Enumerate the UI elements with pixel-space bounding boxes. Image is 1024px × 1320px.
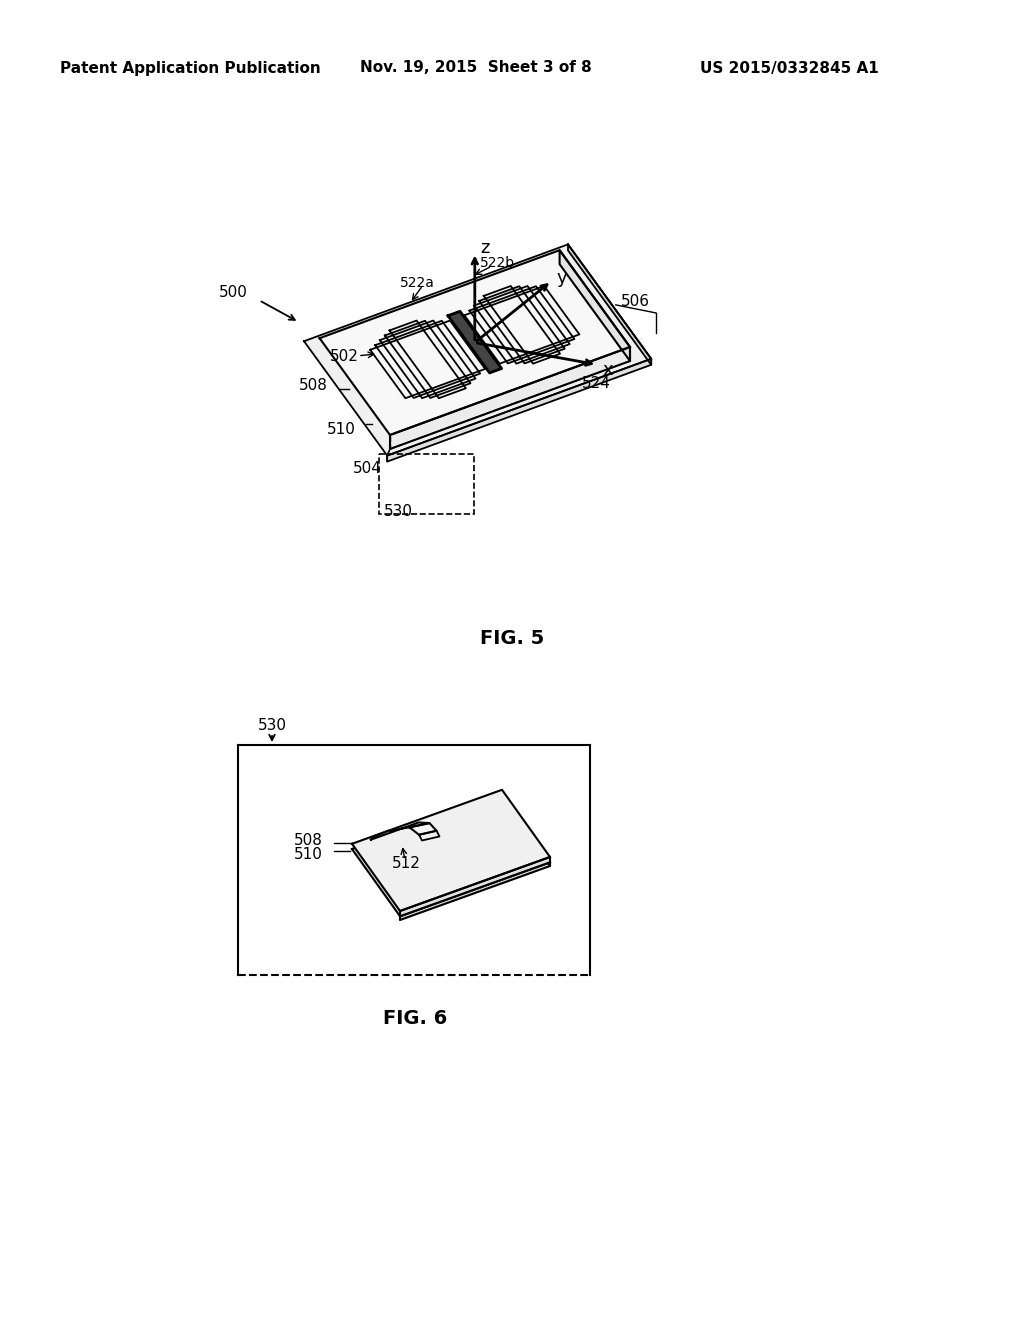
Text: FIG. 6: FIG. 6 xyxy=(383,1008,447,1027)
Polygon shape xyxy=(449,312,502,372)
Text: 508: 508 xyxy=(294,833,323,849)
Text: 504: 504 xyxy=(352,462,382,477)
Polygon shape xyxy=(568,244,651,364)
Text: US 2015/0332845 A1: US 2015/0332845 A1 xyxy=(700,61,879,75)
Polygon shape xyxy=(352,795,550,916)
Polygon shape xyxy=(559,251,630,360)
Text: 512: 512 xyxy=(392,855,421,871)
Text: 500: 500 xyxy=(219,285,248,300)
Text: 510: 510 xyxy=(294,846,323,862)
Text: 502: 502 xyxy=(330,350,358,364)
Polygon shape xyxy=(352,789,550,911)
Text: 530: 530 xyxy=(258,718,287,733)
Polygon shape xyxy=(400,862,550,920)
Text: y: y xyxy=(557,269,567,286)
Text: 522b: 522b xyxy=(480,256,515,271)
Text: Patent Application Publication: Patent Application Publication xyxy=(60,61,321,75)
Polygon shape xyxy=(387,359,651,462)
Polygon shape xyxy=(238,744,590,975)
Text: x: x xyxy=(602,360,612,379)
Text: Nov. 19, 2015  Sheet 3 of 8: Nov. 19, 2015 Sheet 3 of 8 xyxy=(360,61,592,75)
Text: 506: 506 xyxy=(621,294,650,309)
Polygon shape xyxy=(410,824,436,834)
Polygon shape xyxy=(390,347,630,449)
Polygon shape xyxy=(502,795,550,866)
Text: 510: 510 xyxy=(327,422,355,437)
Polygon shape xyxy=(371,822,429,840)
Text: 530: 530 xyxy=(384,504,414,519)
Polygon shape xyxy=(319,251,630,436)
Polygon shape xyxy=(400,857,550,916)
Text: 524: 524 xyxy=(582,376,610,391)
Text: z: z xyxy=(480,239,489,256)
Polygon shape xyxy=(304,244,651,455)
Text: 522a: 522a xyxy=(400,276,435,290)
Text: FIG. 5: FIG. 5 xyxy=(480,628,544,648)
Polygon shape xyxy=(419,830,439,841)
Text: 508: 508 xyxy=(299,379,328,393)
